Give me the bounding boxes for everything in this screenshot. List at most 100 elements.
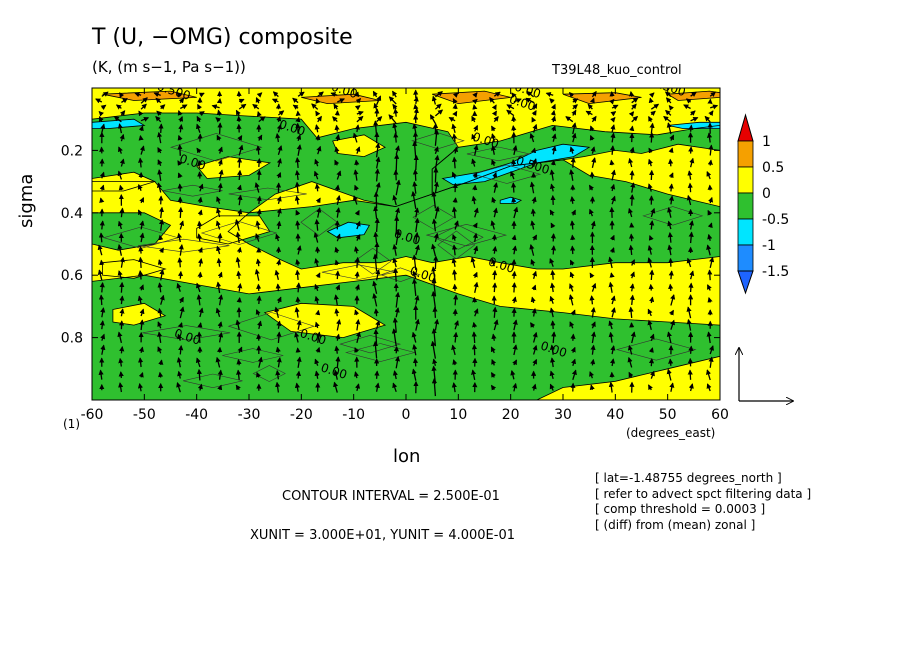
vector-arrow xyxy=(549,209,555,216)
vector-arrow xyxy=(354,347,360,353)
vector-arrow xyxy=(414,318,420,331)
vector-arrow xyxy=(218,331,224,343)
vector-arrow xyxy=(668,158,674,167)
vector-arrow xyxy=(511,197,517,203)
vector-arrow xyxy=(688,383,694,392)
vector-arrow xyxy=(511,92,517,98)
vector-arrow xyxy=(295,220,301,230)
vector-arrow xyxy=(513,206,519,219)
vector-arrow xyxy=(296,356,302,368)
note-threshold: [ comp threshold = 0.0003 ] xyxy=(595,502,766,516)
contour-line xyxy=(169,133,263,162)
contour-line xyxy=(353,247,392,275)
vector-arrow xyxy=(197,258,204,267)
vector-arrow xyxy=(374,241,380,258)
vector-arrow xyxy=(316,115,322,123)
vector-arrow xyxy=(315,197,321,204)
vector-arrow xyxy=(631,103,637,110)
vector-arrow xyxy=(137,157,144,168)
vector-arrow xyxy=(119,308,125,317)
vector-arrow xyxy=(686,257,692,268)
vector-arrow xyxy=(569,169,575,181)
vector-arrow xyxy=(138,125,144,132)
vector-arrow xyxy=(137,295,143,305)
vector-arrow xyxy=(335,194,341,206)
vector-arrow xyxy=(236,184,242,191)
vector-arrow xyxy=(158,359,164,366)
colorbar-label: -0.5 xyxy=(762,212,789,228)
vector-arrow xyxy=(236,246,242,253)
vector-arrow xyxy=(117,331,123,344)
vector-arrow xyxy=(451,206,458,219)
vector-arrow xyxy=(139,197,145,204)
vector-arrow xyxy=(668,105,675,111)
vector-arrow xyxy=(452,103,458,110)
vector-arrow xyxy=(414,231,420,243)
vector-arrow xyxy=(373,308,379,317)
vector-arrow xyxy=(589,171,595,179)
contour-line xyxy=(227,312,315,341)
vector-arrow xyxy=(196,368,202,381)
x-tick-label: 20 xyxy=(502,407,520,423)
vector-arrow xyxy=(256,295,262,305)
vector-arrow xyxy=(529,243,535,256)
vector-arrow xyxy=(176,381,182,393)
vector-arrow xyxy=(138,110,144,117)
contour-line xyxy=(92,112,459,214)
vector-arrow xyxy=(179,104,188,110)
vector-arrow xyxy=(178,244,184,256)
vector-arrow xyxy=(217,232,223,242)
vector-arrow xyxy=(119,158,125,167)
contour-line xyxy=(432,90,511,105)
vector-arrow xyxy=(550,109,556,116)
vector-arrow xyxy=(199,111,205,117)
vector-arrow xyxy=(118,146,123,154)
vector-arrow xyxy=(631,97,639,104)
vector-arrow xyxy=(610,124,616,133)
vector-units-text: XUNIT = 3.000E+01, YUNIT = 4.000E-01 xyxy=(250,528,515,543)
contour-line xyxy=(667,121,720,130)
vector-arrow xyxy=(98,232,104,243)
colorbar-top-triangle xyxy=(737,113,754,142)
vector-arrow xyxy=(255,145,261,155)
vector-arrow xyxy=(119,256,125,268)
vector-arrow xyxy=(526,91,535,98)
vector-arrow xyxy=(647,183,653,192)
vector-arrow xyxy=(493,91,501,97)
vector-arrow xyxy=(430,340,437,359)
vector-arrow xyxy=(215,356,221,368)
vector-arrow xyxy=(217,182,223,193)
vector-arrow xyxy=(317,91,324,97)
vector-arrow xyxy=(158,371,164,378)
vector-arrow xyxy=(668,172,674,179)
vector-arrow xyxy=(177,183,183,192)
vector-arrow xyxy=(512,344,518,356)
vector-arrow xyxy=(472,98,478,105)
vector-arrow xyxy=(394,207,401,218)
contour-label: -0.500 xyxy=(151,78,192,103)
colorbar: 1 0.5 0 -0.5 -1 -1.5 xyxy=(737,113,789,295)
vector-arrow xyxy=(589,295,595,305)
vector-arrow xyxy=(97,269,103,281)
vector-arrow xyxy=(178,344,184,355)
vector-arrow xyxy=(532,270,538,279)
vector-arrow xyxy=(355,331,361,344)
vector-arrow xyxy=(589,97,595,104)
vector-arrow xyxy=(375,156,381,169)
vector-arrow xyxy=(333,294,339,306)
vector-arrow xyxy=(647,257,653,268)
vector-arrow xyxy=(252,103,260,110)
contour-label: 0.00 xyxy=(408,264,438,286)
plot-base-fill xyxy=(92,88,720,400)
vector-arrow xyxy=(315,309,321,316)
vector-arrow xyxy=(414,294,420,305)
vector-arrow xyxy=(591,115,597,123)
vector-arrow xyxy=(512,245,518,255)
vector-arrow xyxy=(157,259,163,266)
vector-arrow xyxy=(610,111,617,117)
vector-arrow xyxy=(335,333,341,341)
vector-arrow xyxy=(255,233,260,242)
vector-arrow xyxy=(177,172,183,179)
vector-arrow xyxy=(690,110,696,116)
vector-arrow xyxy=(667,220,673,230)
